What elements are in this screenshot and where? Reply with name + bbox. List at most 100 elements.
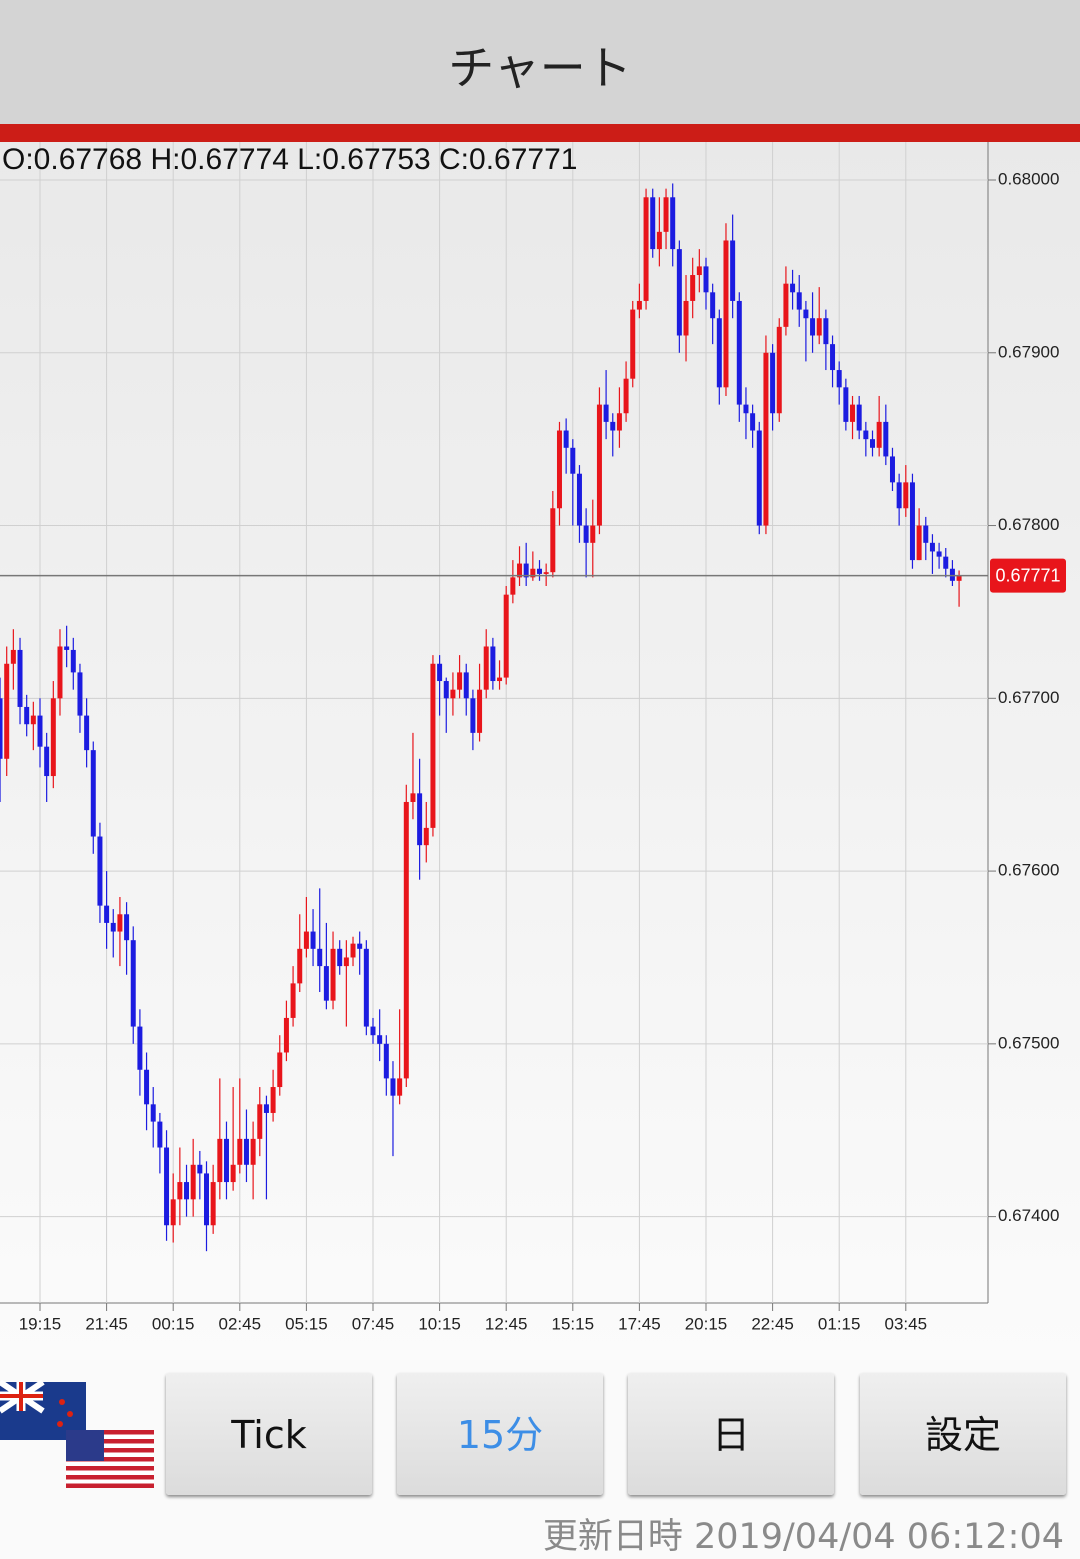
candle-body xyxy=(37,715,43,747)
candle-body xyxy=(537,568,542,574)
candle-body xyxy=(656,231,662,250)
candle-body xyxy=(397,1078,403,1096)
x-tick-label: 19:15 xyxy=(19,1314,62,1333)
candle-body xyxy=(636,300,642,310)
candle-body xyxy=(190,1164,196,1200)
candle-body xyxy=(184,1182,190,1200)
candle-body xyxy=(24,706,30,725)
candle-body xyxy=(210,1182,216,1226)
candle-body xyxy=(603,404,609,422)
candle-body xyxy=(616,413,622,431)
candle-body xyxy=(204,1173,209,1226)
last-price-label: 0.67771 xyxy=(995,565,1060,585)
x-tick-label: 00:15 xyxy=(152,1314,195,1333)
y-tick-label: 0.67700 xyxy=(998,688,1059,707)
candle-body xyxy=(816,318,822,336)
candle-body xyxy=(237,1138,243,1165)
candle-body xyxy=(70,649,76,673)
candle-body xyxy=(64,646,70,650)
tab-button[interactable]: 日 xyxy=(628,1373,834,1495)
x-tick-label: 20:15 xyxy=(685,1314,728,1333)
candle-body xyxy=(543,572,549,574)
candle-body xyxy=(390,1078,396,1096)
candle-body xyxy=(230,1164,236,1183)
candle-body xyxy=(936,551,942,557)
candle-body xyxy=(576,473,582,526)
candle-body xyxy=(590,525,596,543)
candle-body xyxy=(250,1138,256,1165)
candle-body xyxy=(716,318,722,388)
candle-body xyxy=(876,421,882,448)
candle-body xyxy=(30,715,36,725)
candle-body xyxy=(110,922,116,932)
candle-body xyxy=(57,646,63,699)
candle-body xyxy=(696,266,702,276)
candle-body xyxy=(77,672,83,716)
candle-body xyxy=(683,300,689,336)
candle-body xyxy=(943,556,949,569)
tab-button[interactable]: 15分 xyxy=(397,1373,603,1495)
candle-body xyxy=(177,1182,183,1200)
candle-body xyxy=(743,404,749,414)
candle-body xyxy=(517,563,523,578)
candle-body xyxy=(450,689,456,699)
candle-body xyxy=(483,646,489,690)
candle-body xyxy=(889,456,895,483)
x-tick-label: 17:45 xyxy=(618,1314,661,1333)
candle-body xyxy=(157,1121,163,1148)
candle-body xyxy=(497,677,503,682)
candle-body xyxy=(623,378,629,414)
candle-body xyxy=(363,948,369,1027)
candle-body xyxy=(909,482,915,561)
candle-body xyxy=(297,948,303,984)
candle-body xyxy=(303,931,309,949)
candle-body xyxy=(750,413,756,431)
x-tick-label: 03:45 xyxy=(885,1314,928,1333)
candle-body xyxy=(956,575,962,581)
y-tick-label: 0.67500 xyxy=(998,1033,1059,1052)
candle-body xyxy=(150,1104,156,1122)
currency-flags xyxy=(0,1380,154,1488)
tab-button[interactable]: 設定 xyxy=(860,1373,1066,1495)
candle-body xyxy=(903,482,909,509)
candle-body xyxy=(863,430,869,440)
y-tick-label: 0.68000 xyxy=(998,169,1059,188)
y-tick-label: 0.67800 xyxy=(998,515,1059,534)
candle-body xyxy=(596,404,602,526)
candle-body xyxy=(317,948,323,967)
candle-body xyxy=(377,1035,383,1044)
candle-body xyxy=(949,568,955,581)
title-bar: チャート xyxy=(0,0,1080,124)
candle-body xyxy=(563,430,569,448)
x-tick-label: 02:45 xyxy=(219,1314,262,1333)
candle-body xyxy=(550,508,556,573)
title: チャート xyxy=(448,41,632,95)
candle-body xyxy=(470,698,476,733)
candle-body xyxy=(197,1164,203,1174)
candle-body xyxy=(663,197,669,232)
candle-body xyxy=(417,793,423,846)
tab-button[interactable]: Tick xyxy=(166,1373,372,1495)
candle-body xyxy=(323,966,329,1001)
candle-body xyxy=(343,957,349,967)
y-tick-label: 0.67900 xyxy=(998,342,1059,361)
candle-body xyxy=(350,943,356,958)
x-tick-label: 15:15 xyxy=(552,1314,595,1333)
candle-body xyxy=(50,698,56,777)
candle-body xyxy=(643,197,649,301)
candle-body xyxy=(243,1138,249,1165)
candle-body xyxy=(457,672,463,690)
candle-body xyxy=(430,663,436,828)
candle-body xyxy=(530,568,536,578)
candle-body xyxy=(443,681,449,699)
candle-body xyxy=(337,948,343,967)
candle-body xyxy=(423,827,429,846)
candle-body xyxy=(283,1017,289,1053)
candle-body xyxy=(570,447,576,474)
chart: 0.67400 0.67500 0.67600 0.67700 0.67800 0.679… xyxy=(0,142,1080,1360)
candle-body xyxy=(44,746,50,777)
candle-body xyxy=(84,715,90,751)
x-tick-label: 12:45 xyxy=(485,1314,528,1333)
candle-body xyxy=(223,1138,229,1183)
